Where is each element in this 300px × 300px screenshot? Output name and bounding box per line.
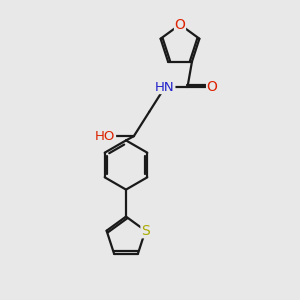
Text: S: S	[141, 224, 150, 238]
Text: O: O	[207, 80, 218, 94]
Text: O: O	[175, 18, 185, 32]
Text: HO: HO	[95, 130, 116, 143]
Text: HN: HN	[155, 80, 175, 94]
